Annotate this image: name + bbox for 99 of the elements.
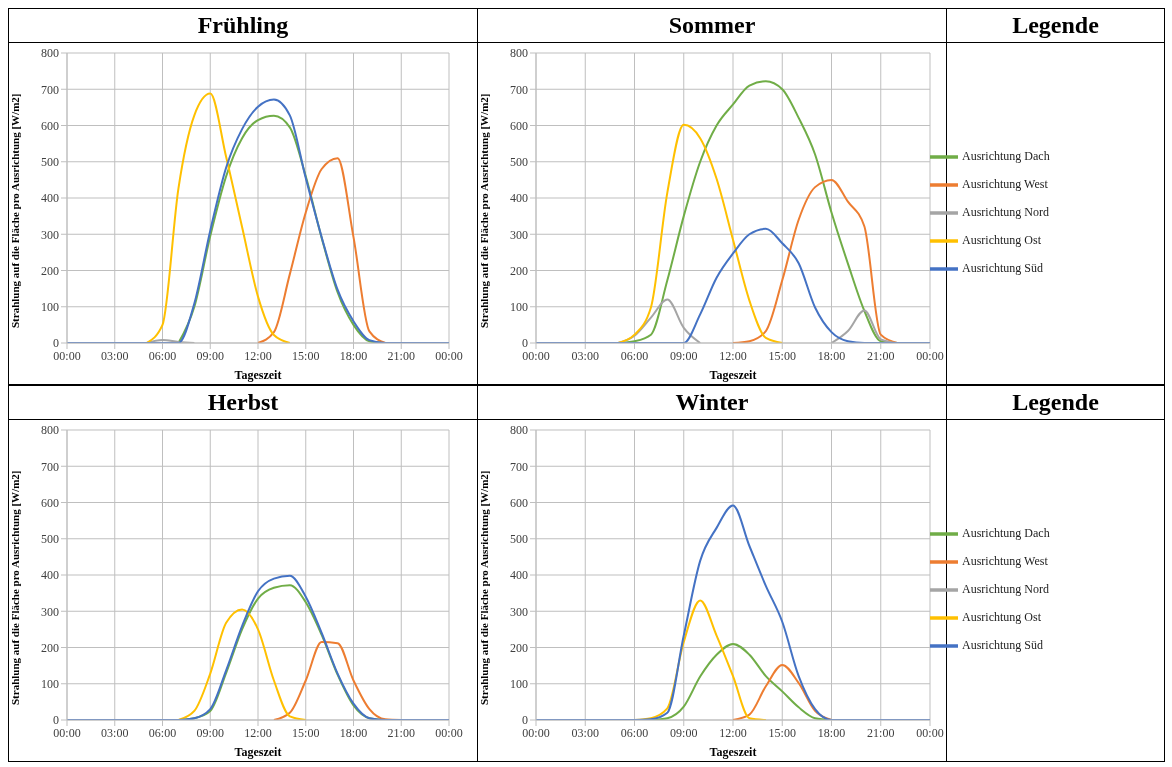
x-tick-label: 18:00: [339, 348, 368, 363]
x-tick-label: 21:00: [387, 725, 415, 740]
y-tick-label: 200: [510, 263, 528, 278]
legend-title: Legende: [946, 8, 1165, 43]
y-tick-label: 400: [510, 191, 528, 206]
y-tick-label: 0: [53, 713, 59, 728]
x-tick-label: 15:00: [768, 348, 796, 363]
x-tick-label: 06:00: [148, 348, 177, 363]
x-tick-label: 18:00: [817, 725, 846, 740]
line-series: [257, 157, 387, 343]
x-tick-label: 00:00: [916, 725, 944, 740]
y-tick-label: 800: [510, 423, 528, 438]
chart-title: Herbst: [8, 385, 478, 420]
y-tick-label: 400: [41, 191, 59, 206]
x-axis-title: Tageszeit: [234, 368, 282, 382]
x-tick-label: 15:00: [768, 725, 796, 740]
x-tick-label: 12:00: [244, 725, 272, 740]
y-tick-label: 800: [41, 423, 59, 438]
y-tick-label: 300: [510, 604, 528, 619]
x-tick-label: 03:00: [101, 725, 129, 740]
legend-label: Ausrichtung Dach: [962, 525, 1050, 540]
x-tick-label: 00:00: [53, 725, 81, 740]
legend-label: Ausrichtung Nord: [962, 204, 1049, 219]
y-tick-label: 100: [510, 677, 528, 692]
y-axis-title: Strahlung auf die Fläche pro Ausrichtung [W/m2]: [8, 470, 21, 705]
x-tick-label: 09:00: [670, 348, 698, 363]
x-tick-label: 00:00: [435, 348, 463, 363]
x-tick-label: 15:00: [292, 725, 320, 740]
y-tick-label: 400: [510, 568, 528, 583]
y-tick-label: 600: [41, 495, 59, 510]
legend-label: Ausrichtung Dach: [962, 148, 1050, 163]
x-tick-label: 21:00: [867, 725, 895, 740]
x-tick-label: 18:00: [339, 725, 368, 740]
chart-title: Winter: [477, 385, 947, 420]
line-series: [732, 663, 833, 720]
y-axis-title: Strahlung auf die Fläche pro Ausrichtung [W/m2]: [477, 470, 490, 705]
x-tick-label: 00:00: [435, 725, 463, 740]
x-tick-label: 00:00: [53, 348, 81, 363]
legend-title: Legende: [946, 385, 1165, 420]
y-tick-label: 100: [41, 677, 59, 692]
y-tick-label: 400: [41, 568, 59, 583]
y-tick-label: 600: [510, 118, 528, 133]
y-tick-label: 200: [41, 640, 59, 655]
y-tick-label: 700: [510, 459, 528, 474]
chart-title: Sommer: [477, 8, 947, 43]
y-tick-label: 300: [41, 227, 59, 242]
legend-label: Ausrichtung West: [962, 176, 1048, 191]
x-tick-label: 21:00: [387, 348, 415, 363]
y-tick-label: 700: [510, 82, 528, 97]
x-tick-label: 15:00: [292, 348, 320, 363]
y-tick-label: 800: [510, 46, 528, 61]
y-tick-label: 300: [510, 227, 528, 242]
x-tick-label: 12:00: [719, 348, 747, 363]
y-tick-label: 200: [510, 640, 528, 655]
y-tick-label: 500: [510, 155, 528, 170]
x-axis-title: Tageszeit: [709, 368, 757, 382]
y-tick-label: 200: [41, 263, 59, 278]
legend-label: Ausrichtung Ost: [962, 609, 1041, 624]
legend-label: Ausrichtung West: [962, 553, 1048, 568]
y-tick-label: 500: [510, 532, 528, 547]
legend-label: Ausrichtung Süd: [962, 260, 1043, 275]
y-tick-label: 500: [41, 532, 59, 547]
line-series: [145, 92, 291, 343]
y-tick-label: 700: [41, 459, 59, 474]
y-axis-title: Strahlung auf die Fläche pro Ausrichtung [W/m2]: [477, 93, 490, 328]
x-axis-title: Tageszeit: [709, 745, 757, 759]
y-tick-label: 800: [41, 46, 59, 61]
x-tick-label: 12:00: [244, 348, 272, 363]
y-tick-label: 100: [510, 300, 528, 315]
x-tick-label: 09:00: [670, 725, 698, 740]
legend-label: Ausrichtung Süd: [962, 637, 1043, 652]
y-tick-label: 0: [53, 336, 59, 351]
x-tick-label: 03:00: [571, 725, 599, 740]
x-tick-label: 00:00: [522, 725, 550, 740]
x-tick-label: 06:00: [620, 725, 649, 740]
y-tick-label: 0: [522, 336, 528, 351]
chart-title: Frühling: [8, 8, 478, 43]
y-tick-label: 600: [41, 118, 59, 133]
y-axis-title: Strahlung auf die Fläche pro Ausrichtung [W/m2]: [8, 93, 21, 328]
x-tick-label: 03:00: [571, 348, 599, 363]
x-tick-label: 12:00: [719, 725, 747, 740]
y-tick-label: 600: [510, 495, 528, 510]
x-tick-label: 03:00: [101, 348, 129, 363]
x-tick-label: 21:00: [867, 348, 895, 363]
x-tick-label: 09:00: [196, 725, 224, 740]
y-tick-label: 100: [41, 300, 59, 315]
y-tick-label: 0: [522, 713, 528, 728]
y-tick-label: 300: [41, 604, 59, 619]
y-tick-label: 500: [41, 155, 59, 170]
legend-label: Ausrichtung Nord: [962, 581, 1049, 596]
x-tick-label: 06:00: [620, 348, 649, 363]
x-tick-label: 09:00: [196, 348, 224, 363]
legend-label: Ausrichtung Ost: [962, 232, 1041, 247]
x-tick-label: 00:00: [522, 348, 550, 363]
x-tick-label: 18:00: [817, 348, 846, 363]
x-tick-label: 06:00: [148, 725, 177, 740]
x-axis-title: Tageszeit: [234, 745, 282, 759]
x-tick-label: 00:00: [916, 348, 944, 363]
y-tick-label: 700: [41, 82, 59, 97]
